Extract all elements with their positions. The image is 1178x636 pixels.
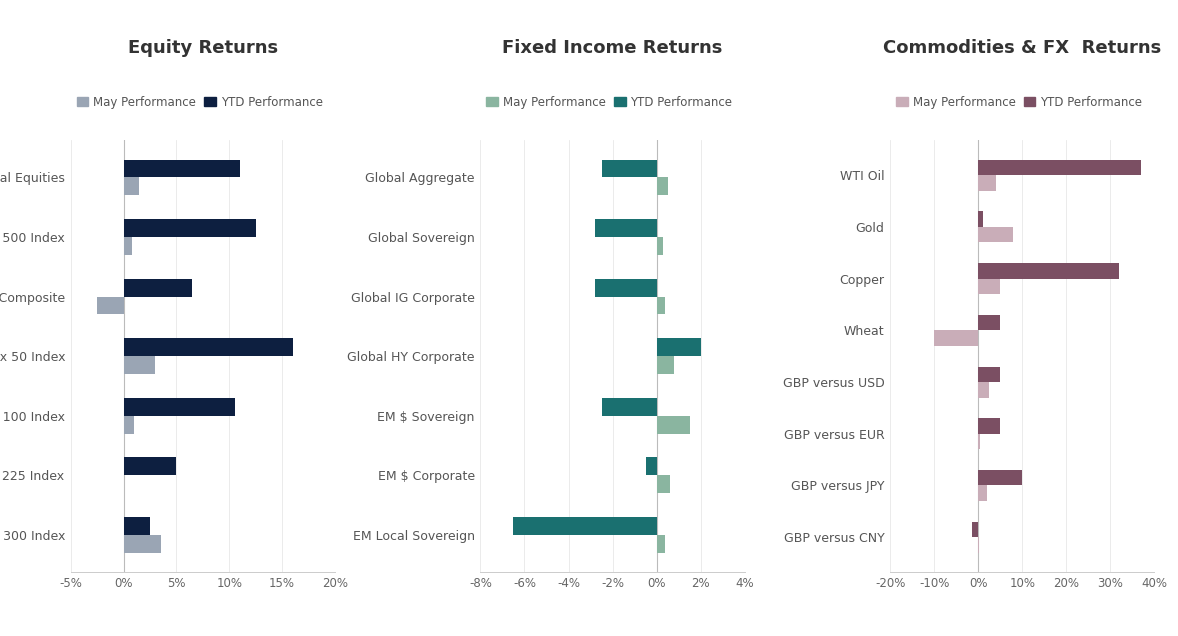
Bar bbox=[978, 470, 1023, 485]
Text: Commodities & FX  Returns: Commodities & FX Returns bbox=[884, 39, 1162, 57]
Text: Fixed Income Returns: Fixed Income Returns bbox=[502, 39, 723, 57]
Bar bbox=[656, 416, 689, 434]
Bar bbox=[646, 457, 656, 475]
Bar bbox=[972, 522, 978, 537]
Bar bbox=[978, 211, 982, 227]
Bar bbox=[656, 356, 674, 374]
Bar bbox=[978, 160, 1141, 175]
Bar bbox=[124, 535, 160, 553]
Bar bbox=[124, 398, 234, 416]
Bar bbox=[124, 279, 192, 296]
Legend: May Performance, YTD Performance: May Performance, YTD Performance bbox=[77, 95, 323, 109]
Bar bbox=[656, 535, 666, 553]
Bar bbox=[602, 398, 656, 416]
Bar bbox=[124, 237, 132, 255]
Bar bbox=[602, 160, 656, 177]
Bar bbox=[978, 175, 995, 191]
Text: Equity Returns: Equity Returns bbox=[127, 39, 278, 57]
Bar bbox=[97, 296, 124, 314]
Bar bbox=[656, 338, 701, 356]
Bar bbox=[978, 485, 987, 501]
Bar bbox=[656, 296, 666, 314]
Bar bbox=[656, 475, 670, 493]
Bar bbox=[124, 177, 139, 195]
Bar bbox=[656, 237, 663, 255]
Bar bbox=[978, 227, 1013, 242]
Bar bbox=[514, 517, 656, 535]
Bar bbox=[978, 366, 1000, 382]
Legend: May Performance, YTD Performance: May Performance, YTD Performance bbox=[896, 95, 1143, 109]
Bar bbox=[595, 219, 656, 237]
Bar bbox=[978, 434, 980, 449]
Bar bbox=[124, 517, 150, 535]
Bar bbox=[595, 279, 656, 296]
Bar bbox=[978, 315, 1000, 330]
Bar bbox=[978, 382, 990, 398]
Bar bbox=[124, 219, 256, 237]
Legend: May Performance, YTD Performance: May Performance, YTD Performance bbox=[487, 95, 733, 109]
Bar bbox=[978, 279, 1000, 294]
Bar bbox=[124, 457, 177, 475]
Bar bbox=[978, 263, 1119, 279]
Bar bbox=[124, 356, 155, 374]
Bar bbox=[124, 160, 240, 177]
Bar bbox=[656, 177, 668, 195]
Bar bbox=[124, 416, 134, 434]
Bar bbox=[124, 338, 292, 356]
Bar bbox=[934, 330, 978, 346]
Bar bbox=[978, 418, 1000, 434]
